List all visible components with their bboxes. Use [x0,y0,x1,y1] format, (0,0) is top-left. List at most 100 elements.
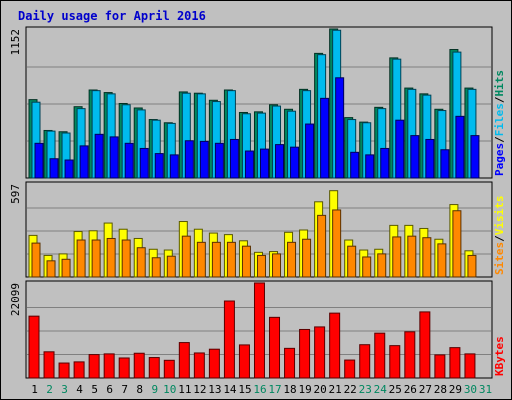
bar-kbytes-day-19 [299,328,311,379]
bar-kbytes-day-3 [58,362,70,379]
bar-pages-day-18 [290,146,300,179]
bar-sites-day-27 [422,237,432,278]
x-axis-label-day-22: 22 [344,383,357,396]
legend-text: Pages/Files/Hits [493,70,506,176]
y-axis-max-label: 597 [9,184,22,204]
bar-pages-day-19 [305,123,315,179]
legend-visits: Visits [493,196,506,236]
bar-sites-day-16 [256,254,266,278]
bar-kbytes-day-16 [253,282,265,379]
bar-kbytes-day-10 [163,359,175,379]
bar-kbytes-day-14 [223,300,235,379]
bar-pages-day-17 [275,144,285,179]
x-axis-label-day-20: 20 [314,383,327,396]
bar-sites-day-19 [302,238,312,278]
bar-kbytes-day-18 [284,347,296,379]
bar-sites-day-1 [31,242,41,278]
x-axis-label-day-4: 4 [76,383,83,396]
bar-pages-day-1 [34,142,44,179]
bar-pages-day-8 [139,147,149,179]
x-axis-label-day-3: 3 [61,383,68,396]
x-axis-label-day-12: 12 [193,383,206,396]
bar-pages-day-22 [350,151,360,179]
x-axis-label-day-9: 9 [151,383,158,396]
legend-kbytes: KBytes [493,336,506,376]
y-axis-max-label: 1152 [9,29,22,56]
panel-kbytes: 22099 KBytes [9,280,506,379]
x-axis-label-day-31: 31 [479,383,492,396]
bar-pages-day-29 [455,115,465,179]
x-axis-label-day-7: 7 [121,383,128,396]
bar-kbytes-day-13 [208,348,220,379]
x-axis-label-day-6: 6 [106,383,113,396]
legend-sites: Sites [493,242,506,275]
bar-pages-day-15 [244,150,254,179]
bar-pages-day-16 [259,148,269,179]
bar-kbytes-day-29 [449,347,461,379]
x-axis-label-day-2: 2 [46,383,53,396]
bar-pages-day-12 [199,140,209,179]
bar-sites-day-25 [392,236,402,278]
x-axis-label-day-23: 23 [359,383,372,396]
bar-kbytes-day-8 [133,352,145,379]
x-axis-label-day-17: 17 [268,383,281,396]
x-axis-label-day-28: 28 [434,383,447,396]
chart-panels: 1152Pages/Files/Hits597Sites/Visits22099… [9,26,506,379]
bar-sites-day-30 [467,254,477,278]
bar-sites-day-3 [61,258,71,278]
bar-kbytes-day-22 [344,359,356,379]
legend-text: KBytes [493,336,506,376]
y-axis-max-label: 22099 [9,283,22,316]
bar-sites-day-4 [76,239,86,278]
bar-kbytes-day-6 [103,353,115,379]
bar-sites-day-17 [272,253,282,278]
bar-sites-day-29 [452,210,462,278]
x-axis-label-day-15: 15 [238,383,251,396]
legend-separator: / [493,96,506,103]
bar-kbytes-day-24 [374,332,386,379]
bar-sites-day-13 [211,241,221,278]
legend-text: Sites/Visits [493,196,506,276]
bar-kbytes-day-9 [148,357,160,379]
x-axis-label-day-14: 14 [223,383,237,396]
bar-kbytes-day-20 [314,326,326,379]
bar-pages-day-23 [365,154,375,179]
bar-pages-day-13 [214,142,224,179]
bar-kbytes-day-5 [88,354,100,379]
bar-kbytes-day-28 [434,354,446,379]
bar-sites-day-10 [166,255,176,278]
x-axis-label-day-19: 19 [298,383,311,396]
bar-sites-day-12 [196,241,206,278]
bar-sites-day-7 [121,239,131,278]
x-axis-label-day-11: 11 [178,383,191,396]
bar-sites-day-21 [332,209,342,278]
x-axis-label-day-18: 18 [283,383,296,396]
bar-pages-day-25 [395,119,405,179]
x-axis-label-day-25: 25 [389,383,402,396]
legend-pages-files-hits: Pages/Files/Hits [493,70,506,176]
bar-pages-day-30 [470,135,480,179]
legend-pages: Pages [493,143,506,176]
bar-pages-day-24 [380,147,390,179]
legend-kbytes: KBytes [493,336,506,376]
bar-pages-day-7 [124,142,134,179]
bar-kbytes-day-7 [118,357,130,379]
bar-kbytes-day-17 [269,316,281,379]
bar-pages-day-21 [335,77,345,179]
x-axis-labels: 1 2 3 4 5 6 7 8 9 10 11 12 13 14 15 16 17 18 19 20 21 22 23 24 2… [31,383,492,396]
bar-pages-day-10 [169,154,179,179]
series-sites [31,209,477,278]
bar-kbytes-day-27 [419,311,431,379]
bar-sites-day-22 [347,245,357,278]
x-axis-label-day-24: 24 [374,383,388,396]
bar-pages-day-11 [184,140,194,179]
bar-pages-day-26 [410,135,420,179]
bar-kbytes-day-2 [43,351,55,379]
legend-sites-visits: Sites/Visits [493,196,506,276]
legend-separator: / [493,235,506,242]
bar-kbytes-day-25 [389,345,401,379]
bar-pages-day-27 [425,138,435,179]
bar-kbytes-day-15 [238,344,250,379]
bar-sites-day-23 [362,256,372,278]
